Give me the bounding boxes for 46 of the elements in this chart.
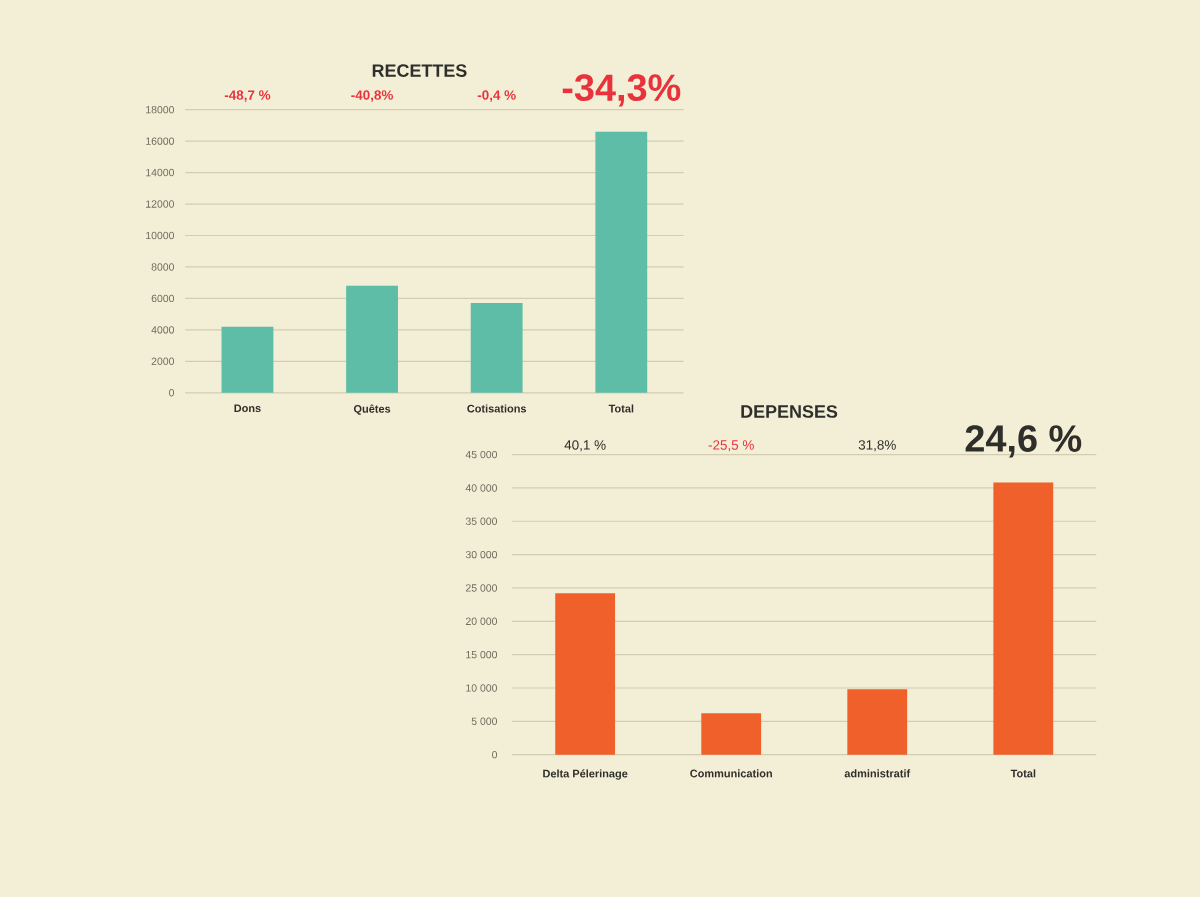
y-tick-label: 25 000: [465, 584, 498, 592]
bar: [470, 303, 523, 393]
y-tick-label: 20 000: [465, 617, 498, 625]
bar: [701, 713, 762, 755]
y-tick-label: 12000: [146, 200, 175, 208]
text: -34,3%: [562, 74, 681, 107]
y-tick-label: 6000: [151, 294, 175, 302]
text: -40,8%: [351, 90, 394, 102]
x-tick-label: Dons: [234, 404, 261, 412]
text: 40,1 %: [564, 440, 606, 452]
bar: [221, 326, 274, 393]
y-tick-label: 10000: [146, 231, 175, 240]
x-tick-label: Quêtes: [353, 404, 391, 415]
y-tick-label: 14000: [146, 168, 175, 177]
y-tick-label: 45 000: [465, 450, 498, 459]
chart-title: RECETTES: [372, 64, 467, 77]
bar: [595, 131, 648, 393]
bar: [346, 285, 398, 393]
y-tick-label: 0: [169, 388, 175, 397]
y-tick-label: 2000: [151, 357, 175, 365]
y-tick-label: 35 000: [465, 517, 498, 525]
y-tick-label: 30 000: [465, 550, 498, 559]
x-tick-label: administratif: [844, 769, 911, 778]
annotation: 24,6 %: [965, 425, 1082, 458]
bar: [993, 482, 1054, 755]
x-tick-label: Delta Pélerinage: [543, 769, 628, 780]
y-tick-label: 18000: [146, 105, 175, 114]
y-tick-label: 10 000: [466, 684, 498, 692]
y-tick-label: 0: [492, 750, 498, 759]
y-tick-label: 4000: [151, 326, 175, 334]
text: -0,4 %: [477, 90, 516, 102]
bar: [555, 593, 616, 755]
text: -48,7 %: [224, 90, 271, 102]
x-tick-label: Total: [608, 404, 634, 413]
x-tick-label: Cotisations: [467, 404, 527, 413]
x-tick-label: Total: [1010, 769, 1036, 778]
bar: [847, 689, 908, 755]
text: 31,8%: [858, 440, 896, 452]
x-tick-label: Communication: [690, 769, 772, 778]
y-tick-label: 16000: [146, 137, 175, 145]
y-tick-label: 8000: [151, 263, 175, 271]
y-tick-label: 5 000: [471, 717, 498, 725]
text: -25,5 %: [708, 440, 754, 452]
chart-title: DEPENSES: [741, 405, 838, 418]
y-tick-label: 40 000: [465, 484, 498, 492]
y-tick-label: 15 000: [466, 650, 498, 659]
